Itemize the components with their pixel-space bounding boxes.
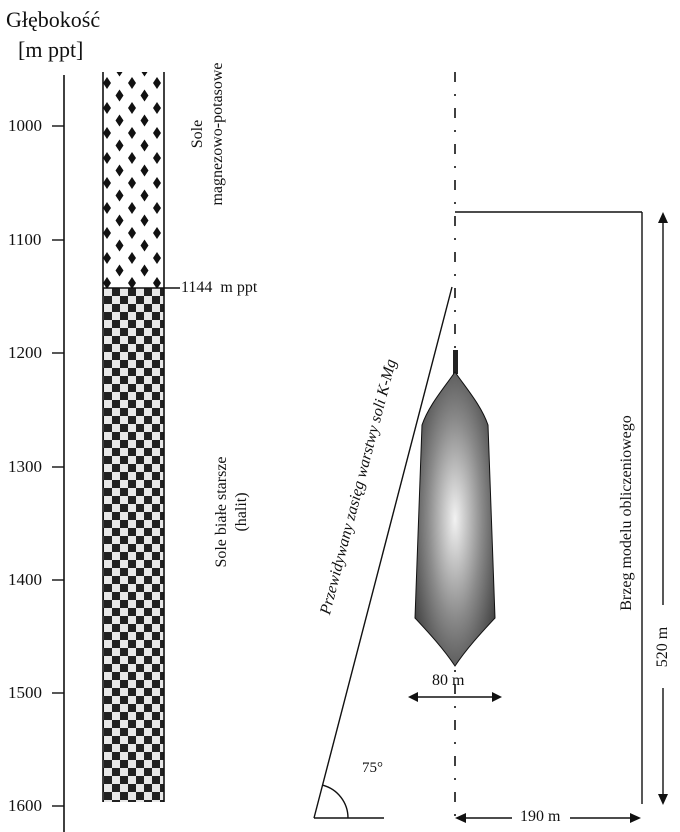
inclined-layer [313, 286, 453, 819]
tick-label-1400: 1400 [8, 570, 42, 589]
tick-label-1600: 1600 [8, 796, 42, 815]
height-label: 520 m [654, 626, 671, 668]
width-dimension [455, 813, 641, 823]
cavern-neck [453, 350, 458, 374]
upper-layer-label-line2: magnezowo-potasowe [209, 62, 226, 206]
potash-salt-layer [103, 72, 164, 288]
angle-arc [322, 784, 349, 819]
tick-label-1300: 1300 [8, 457, 42, 476]
width-label: 190 m [520, 808, 561, 825]
stratigraphic-column [102, 72, 180, 802]
upper-layer-label: Sole magnezowo-potasowe [188, 44, 232, 224]
model-boundary [455, 211, 643, 804]
tick-label-1100: 1100 [8, 230, 42, 249]
cavern [414, 350, 496, 667]
cavern-shape [414, 371, 496, 667]
upper-layer-label-line1: Sole [189, 119, 206, 149]
axis-title-line2: [m ppt] [18, 37, 84, 62]
axis-title-line1: Głębokość [6, 7, 101, 32]
tick-label-1000: 1000 [8, 116, 42, 135]
inclined-layer-line [313, 286, 453, 819]
height-dimension [658, 212, 668, 805]
angle-label: 75° [362, 760, 383, 776]
depth-axis [52, 75, 65, 832]
lower-layer-label-line2: (halit) [233, 492, 250, 532]
lower-layer-label: Sole białe starsze (halit) [212, 432, 256, 592]
boundary-depth-label: 1144 m ppt [181, 279, 258, 296]
tick-label-1500: 1500 [8, 683, 42, 702]
cavern-width-dimension [408, 692, 502, 702]
halite-layer [103, 288, 164, 802]
lower-layer-label-line1: Sole białe starsze [213, 456, 230, 568]
cavern-width-label: 80 m [432, 672, 465, 689]
tick-label-1200: 1200 [8, 343, 42, 362]
model-boundary-label: Brzeg modelu obliczeniowego [618, 415, 635, 611]
